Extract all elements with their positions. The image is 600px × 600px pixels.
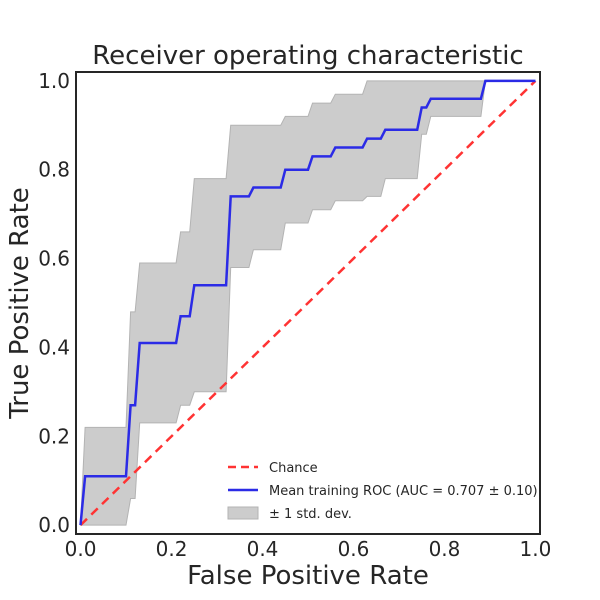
y-tick-label: 0.4	[38, 335, 70, 359]
x-tick-labels: 0.0 0.2 0.4 0.6 0.8 1.0	[65, 537, 552, 561]
y-tick-label: 0.0	[38, 513, 70, 537]
mean-roc-layer	[79, 79, 536, 526]
y-tick-label: 0.2	[38, 424, 70, 448]
y-tick-labels: 0.0 0.2 0.4 0.6 0.8 1.0	[38, 69, 70, 537]
legend-label: Mean training ROC (AUC = 0.707 ± 0.10)	[269, 484, 538, 499]
legend: Chance Mean training ROC (AUC = 0.707 ± 0…	[227, 461, 538, 522]
chance-line-layer	[79, 79, 537, 527]
x-tick-label: 0.8	[429, 537, 461, 561]
chance-line	[79, 79, 537, 527]
legend-label: Chance	[269, 461, 318, 476]
x-tick-label: 1.0	[520, 537, 552, 561]
x-tick-label: 0.0	[65, 537, 97, 561]
legend-band-swatch	[227, 506, 259, 520]
y-tick-label: 0.8	[38, 158, 70, 182]
x-tick-label: 0.2	[156, 537, 188, 561]
std-dev-band	[79, 80, 536, 526]
y-axis-label: True Positive Rate	[5, 187, 35, 420]
legend-label: ± 1 std. dev.	[269, 507, 352, 522]
y-tick-label: 0.6	[38, 247, 70, 271]
x-tick-label: 0.6	[338, 537, 370, 561]
std-dev-band-layer	[79, 80, 536, 526]
chart-title: Receiver operating characteristic	[92, 41, 523, 71]
x-tick-label: 0.4	[247, 537, 279, 561]
mean-roc-line	[79, 79, 536, 526]
plot-frame	[75, 71, 541, 535]
y-tick-label: 1.0	[38, 69, 70, 93]
x-axis-label: False Positive Rate	[187, 561, 429, 591]
